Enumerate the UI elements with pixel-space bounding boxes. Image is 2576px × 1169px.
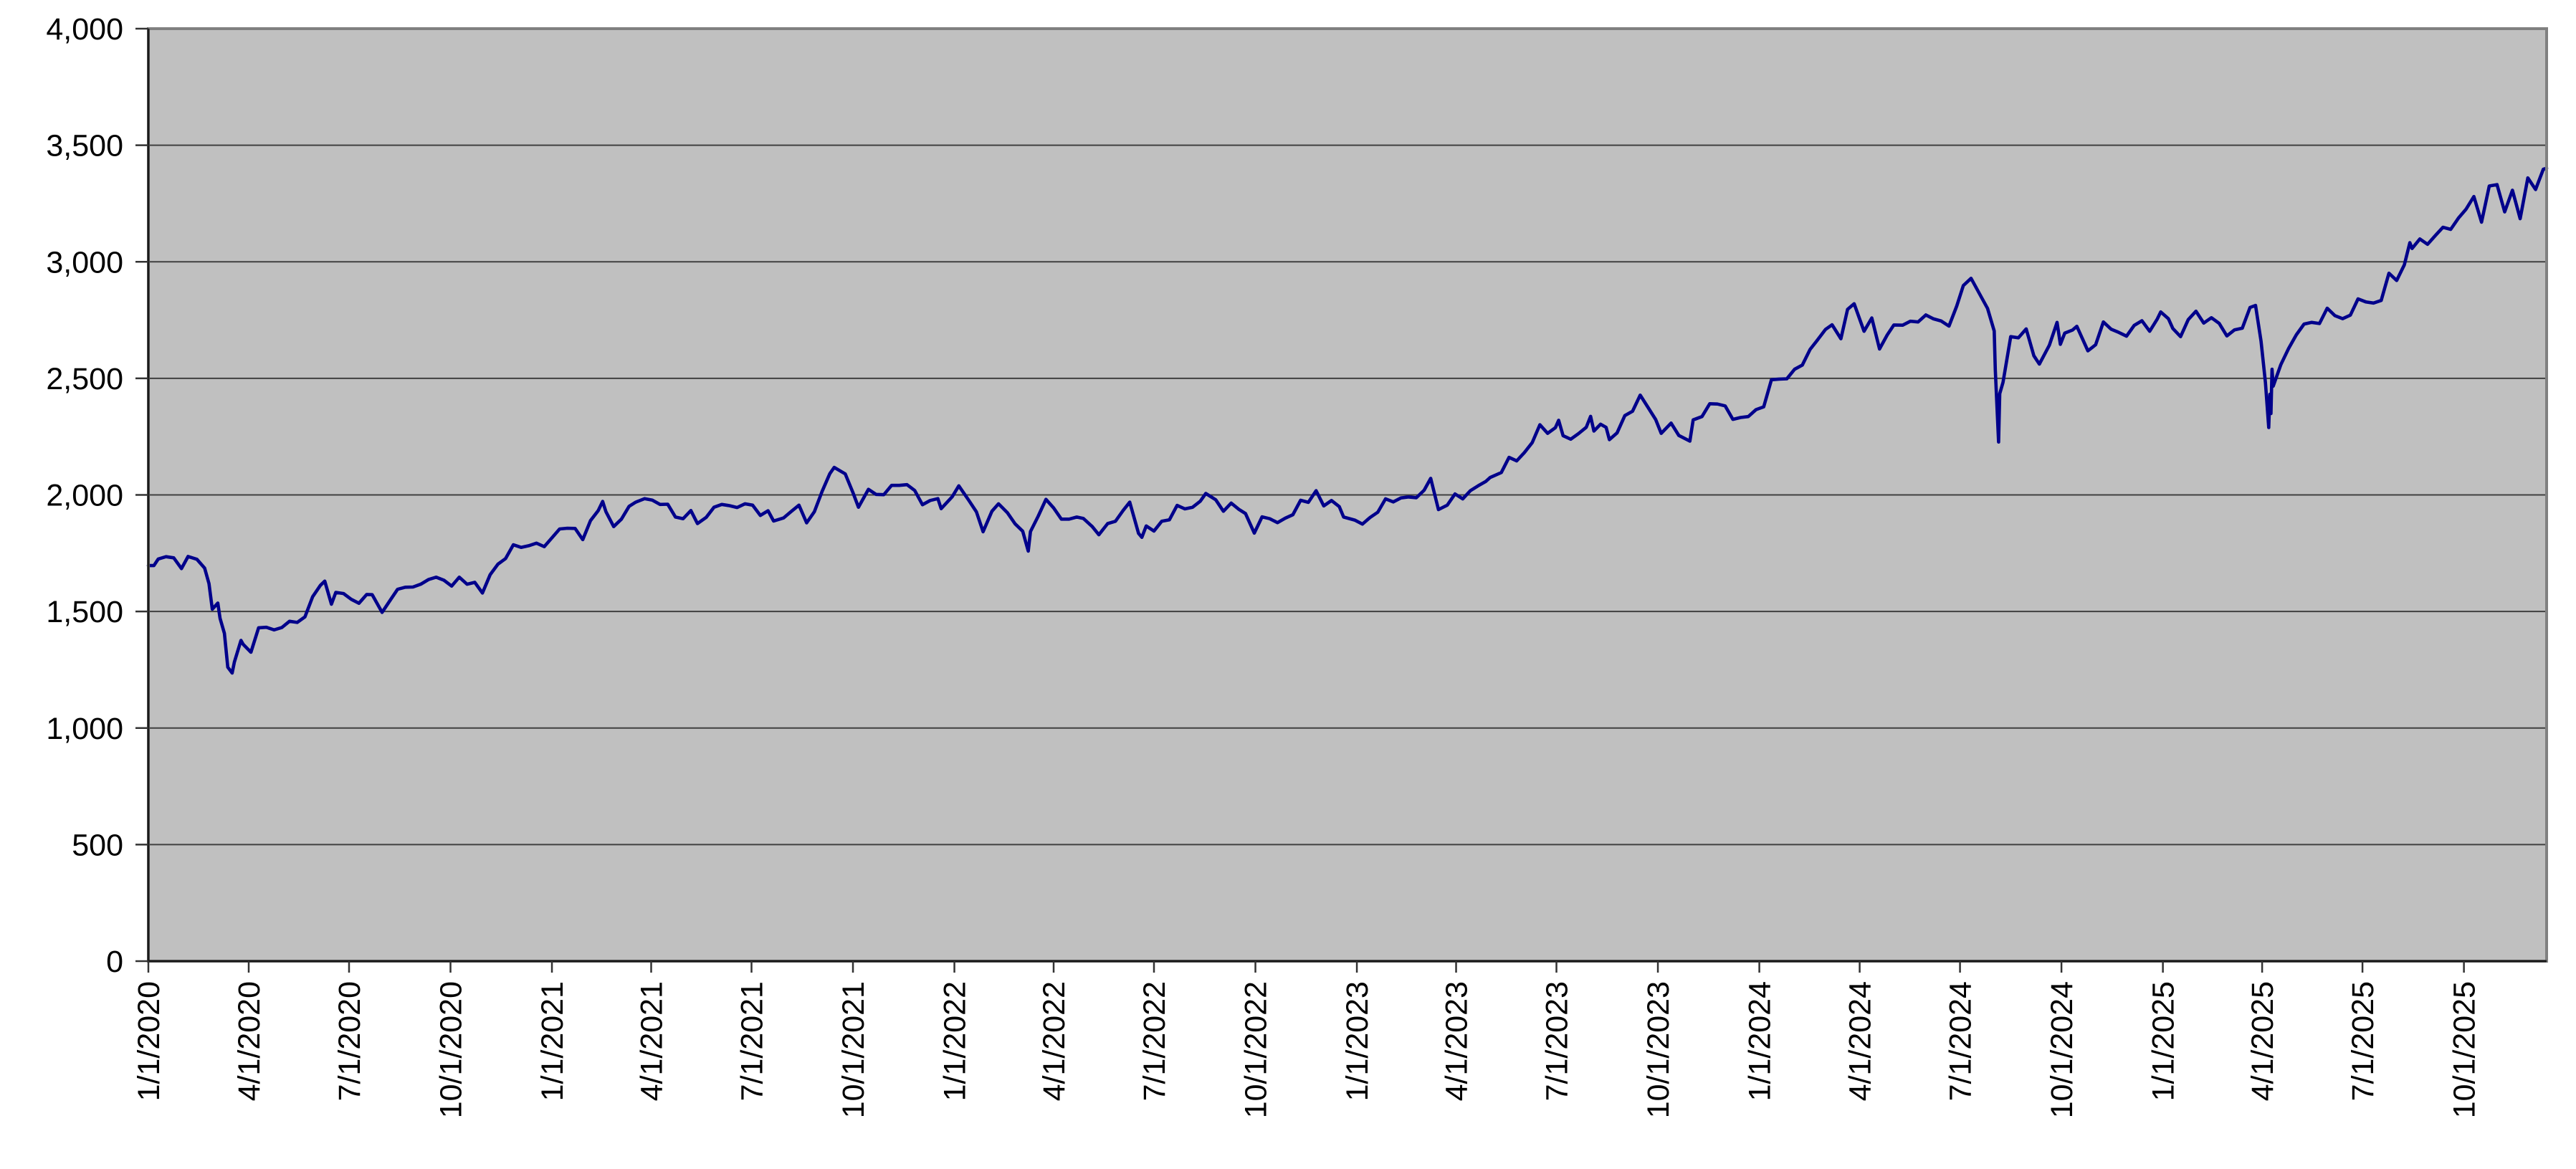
x-axis-label: 4/1/2021 xyxy=(635,981,669,1101)
x-axis-label: 10/1/2023 xyxy=(1641,981,1676,1118)
x-axis-label: 4/1/2024 xyxy=(1843,981,1878,1101)
x-axis-label: 1/1/2023 xyxy=(1340,981,1375,1101)
y-axis-label: 1,000 xyxy=(46,712,123,746)
y-axis-label: 1,500 xyxy=(46,595,123,629)
y-axis-label: 3,000 xyxy=(46,245,123,280)
y-axis-label: 0 xyxy=(106,945,123,979)
x-axis-label: 7/1/2024 xyxy=(1944,981,1978,1101)
x-axis-label: 1/1/2022 xyxy=(938,981,973,1101)
x-axis-label: 7/1/2021 xyxy=(735,981,769,1101)
x-axis-label: 1/1/2020 xyxy=(132,981,166,1101)
data-series-line xyxy=(146,166,2549,675)
x-axis-label: 10/1/2024 xyxy=(2045,981,2079,1118)
x-axis-label: 4/1/2025 xyxy=(2246,981,2280,1101)
x-axis-label: 4/1/2022 xyxy=(1037,981,1072,1101)
x-axis-label: 10/1/2020 xyxy=(434,981,469,1118)
y-axis-label: 3,500 xyxy=(46,129,123,163)
x-axis-label: 1/1/2025 xyxy=(2147,981,2181,1101)
y-axis-label: 2,500 xyxy=(46,362,123,396)
x-axis-label: 1/1/2024 xyxy=(1743,981,1778,1101)
x-axis-label: 10/1/2022 xyxy=(1239,981,1274,1118)
x-axis-label: 4/1/2020 xyxy=(232,981,267,1101)
x-axis-label: 1/1/2021 xyxy=(535,981,570,1101)
x-axis-label: 7/1/2022 xyxy=(1137,981,1172,1101)
x-axis-label: 10/1/2025 xyxy=(2448,981,2482,1118)
x-axis-label: 4/1/2023 xyxy=(1440,981,1474,1101)
y-axis-label: 2,000 xyxy=(46,479,123,513)
x-axis-label: 7/1/2023 xyxy=(1540,981,1575,1101)
x-axis-label: 10/1/2021 xyxy=(836,981,871,1118)
y-axis-label: 4,000 xyxy=(46,12,123,47)
x-axis-label: 7/1/2020 xyxy=(333,981,367,1101)
x-axis-label: 7/1/2025 xyxy=(2346,981,2380,1101)
y-axis-label: 500 xyxy=(72,828,123,862)
